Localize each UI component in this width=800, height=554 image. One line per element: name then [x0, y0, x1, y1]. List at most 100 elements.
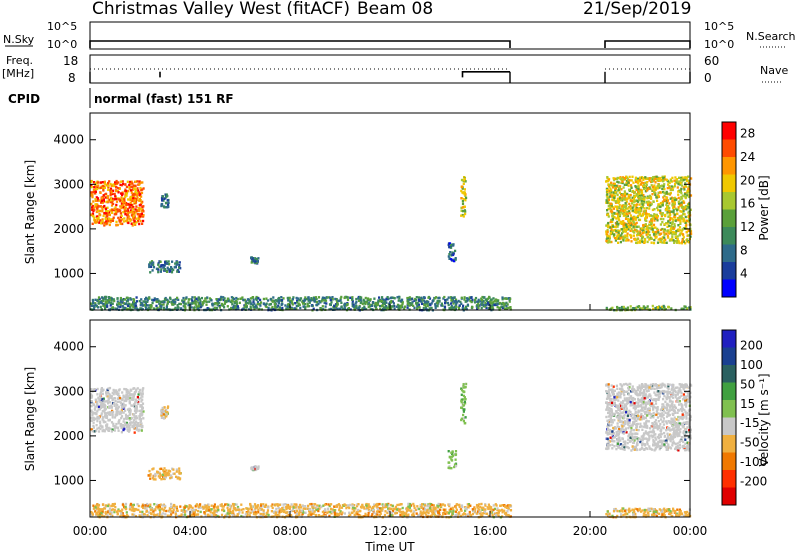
heat-cell	[668, 192, 671, 195]
heat-cell	[658, 203, 661, 206]
heat-cell	[252, 300, 255, 304]
heat-cell	[606, 193, 609, 196]
heat-cell	[443, 305, 446, 309]
heat-cell	[139, 404, 142, 407]
heat-cell	[451, 251, 454, 254]
heat-cell	[654, 230, 657, 234]
heat-cell	[621, 181, 624, 185]
heat-cell	[365, 301, 368, 304]
heat-cell	[123, 199, 126, 202]
heat-cell	[365, 514, 368, 517]
heat-cell	[334, 303, 338, 306]
heat-cell	[458, 514, 461, 517]
heat-cell	[646, 240, 649, 244]
heat-cell	[663, 199, 666, 202]
heat-cell	[453, 465, 456, 469]
heat-cell	[462, 404, 465, 407]
heat-cell	[645, 177, 648, 181]
heat-cell	[449, 251, 452, 254]
heat-cell	[93, 181, 96, 184]
heat-cell	[653, 213, 656, 216]
heat-cell	[160, 268, 163, 271]
heat-cell	[97, 181, 100, 184]
heat-cell	[199, 510, 202, 514]
heat-cell	[447, 303, 450, 307]
heat-cell	[164, 262, 167, 265]
heat-cell	[238, 301, 241, 304]
heat-cell	[323, 301, 326, 305]
heat-cell	[620, 181, 623, 184]
heat-cell	[676, 238, 679, 241]
heat-cell	[122, 407, 125, 410]
heat-cell	[106, 210, 109, 213]
heat-cell	[163, 406, 166, 409]
heat-cell	[93, 430, 96, 433]
heat-cell	[413, 510, 416, 513]
heat-cell	[509, 297, 512, 300]
heat-cell	[674, 182, 677, 185]
heat-cell	[672, 206, 675, 209]
heat-cell	[277, 515, 280, 518]
heat-cell	[132, 305, 135, 309]
heat-cell	[137, 215, 140, 218]
heat-cell	[128, 402, 131, 405]
heat-cell	[235, 300, 238, 303]
heat-cell	[105, 295, 108, 299]
heat-cell	[162, 306, 166, 309]
heat-cell	[477, 306, 480, 309]
heat-cell	[138, 191, 141, 194]
heat-cell	[126, 428, 129, 431]
heat-cell	[420, 300, 423, 303]
heat-cell	[173, 506, 176, 509]
heat-cell	[627, 181, 630, 184]
heat-cell	[687, 202, 690, 206]
heat-cell	[632, 234, 635, 237]
heat-cell	[254, 505, 257, 508]
heat-cell	[162, 303, 165, 306]
heat-cell	[179, 267, 182, 270]
heat-cell	[675, 209, 679, 212]
heat-cell	[609, 220, 612, 224]
heat-cell	[127, 198, 130, 201]
heat-cell	[297, 302, 300, 305]
heat-cell	[622, 197, 625, 200]
heat-cell	[460, 387, 463, 390]
heat-cell	[643, 196, 646, 200]
heat-cell	[207, 503, 210, 506]
heat-cell	[93, 216, 96, 219]
heat-cell	[91, 299, 95, 302]
heat-cell	[94, 510, 97, 513]
heat-cell	[245, 306, 248, 309]
heat-cell	[100, 412, 103, 415]
heat-cell	[267, 306, 270, 310]
heat-cell	[632, 225, 635, 228]
heat-cell	[647, 200, 650, 203]
heat-cell	[431, 503, 434, 507]
heat-cell	[312, 504, 315, 507]
heat-cell	[259, 301, 263, 304]
heat-cell	[608, 226, 612, 229]
heat-cell	[478, 503, 481, 506]
heat-cell	[133, 202, 136, 205]
heat-cell	[119, 180, 123, 183]
heat-cell	[125, 394, 128, 397]
heat-cell	[670, 210, 673, 213]
heat-cell	[162, 413, 165, 416]
heat-cell	[119, 222, 122, 225]
heat-cell	[612, 193, 615, 196]
heat-cell	[125, 423, 128, 426]
heat-cell	[107, 186, 110, 189]
heat-cell	[101, 197, 104, 200]
heat-cell	[149, 261, 152, 264]
heat-cell	[133, 200, 136, 204]
heat-cell	[620, 232, 624, 235]
heat-cell	[638, 208, 641, 211]
heat-cell	[398, 304, 401, 307]
heat-cell	[115, 181, 118, 184]
heat-cell	[611, 198, 614, 201]
heat-cell	[133, 403, 136, 406]
heat-cell	[653, 238, 656, 242]
date-label: 21/Sep/2019	[583, 0, 691, 19]
heat-cell	[120, 206, 123, 210]
heat-cell	[690, 177, 693, 180]
